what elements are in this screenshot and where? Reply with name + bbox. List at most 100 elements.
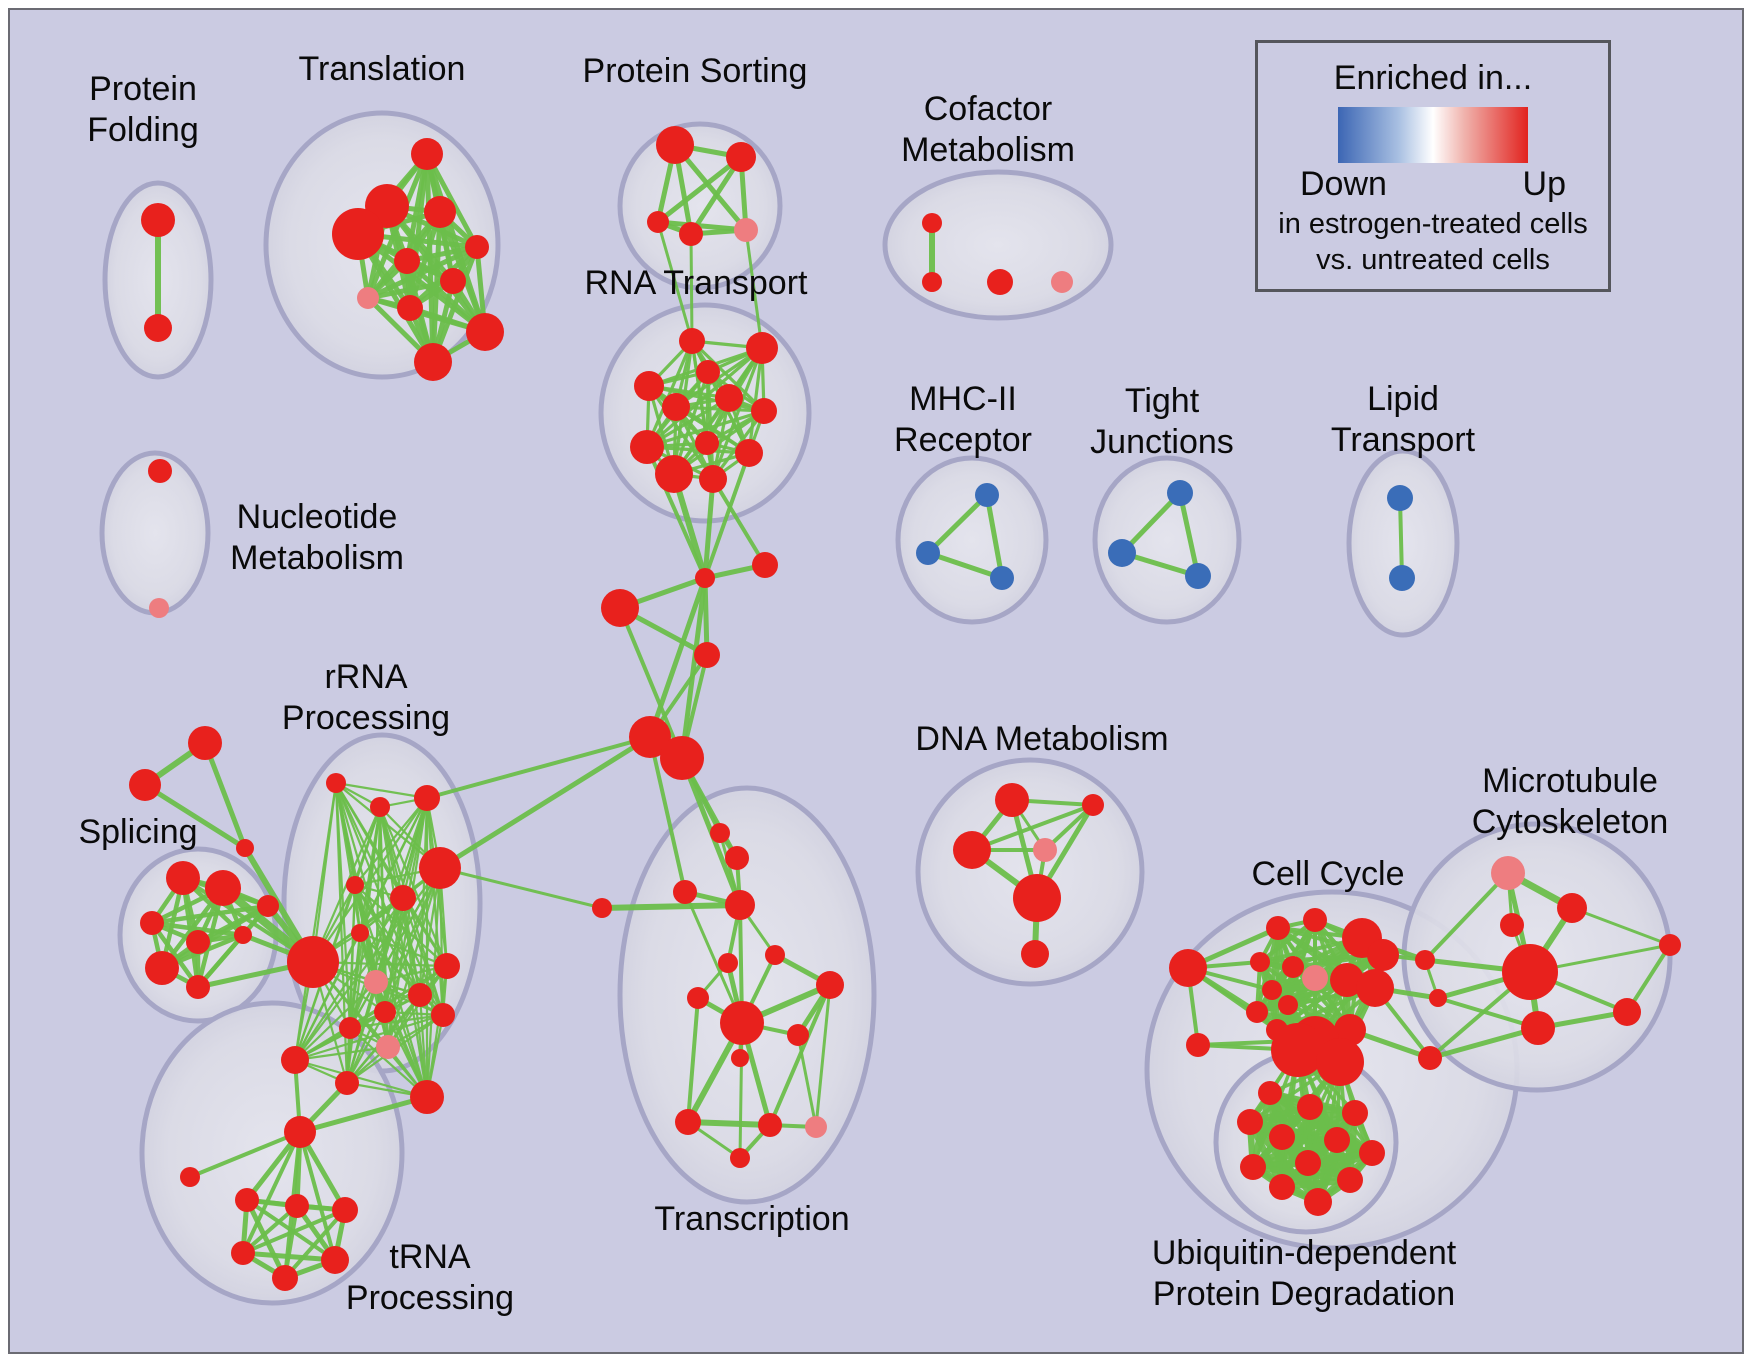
geneset-node[interactable]	[695, 568, 715, 588]
geneset-node[interactable]	[281, 1046, 309, 1074]
geneset-node[interactable]	[1269, 1124, 1295, 1150]
geneset-node[interactable]	[414, 785, 440, 811]
geneset-node[interactable]	[1418, 1046, 1442, 1070]
geneset-node[interactable]	[465, 235, 489, 259]
geneset-node[interactable]	[1262, 980, 1282, 1000]
geneset-node[interactable]	[144, 314, 172, 342]
geneset-node[interactable]	[922, 272, 942, 292]
geneset-node[interactable]	[390, 885, 416, 911]
geneset-node[interactable]	[332, 208, 384, 260]
geneset-node[interactable]	[718, 953, 738, 973]
geneset-node[interactable]	[725, 846, 749, 870]
geneset-node[interactable]	[694, 642, 720, 668]
geneset-node[interactable]	[696, 360, 720, 384]
geneset-node[interactable]	[434, 953, 460, 979]
geneset-node[interactable]	[1356, 969, 1394, 1007]
geneset-node[interactable]	[180, 1167, 200, 1187]
geneset-node[interactable]	[1237, 1109, 1263, 1135]
geneset-node[interactable]	[1282, 956, 1304, 978]
geneset-node[interactable]	[746, 332, 778, 364]
geneset-node[interactable]	[916, 541, 940, 565]
geneset-node[interactable]	[660, 736, 704, 780]
geneset-node[interactable]	[634, 371, 664, 401]
geneset-node[interactable]	[787, 1024, 809, 1046]
geneset-node[interactable]	[601, 589, 639, 627]
geneset-node[interactable]	[1415, 950, 1435, 970]
geneset-node[interactable]	[394, 248, 420, 274]
geneset-node[interactable]	[141, 203, 175, 237]
geneset-node[interactable]	[257, 895, 279, 917]
geneset-node[interactable]	[188, 726, 222, 760]
geneset-node[interactable]	[1269, 1174, 1295, 1200]
geneset-node[interactable]	[922, 213, 942, 233]
geneset-node[interactable]	[364, 970, 388, 994]
geneset-node[interactable]	[186, 930, 210, 954]
geneset-node[interactable]	[1169, 949, 1207, 987]
geneset-node[interactable]	[726, 142, 756, 172]
geneset-node[interactable]	[720, 1001, 764, 1045]
geneset-node[interactable]	[1250, 952, 1270, 972]
geneset-node[interactable]	[1491, 856, 1525, 890]
geneset-node[interactable]	[1082, 794, 1104, 816]
geneset-node[interactable]	[953, 831, 991, 869]
geneset-node[interactable]	[466, 313, 504, 351]
geneset-node[interactable]	[1185, 563, 1211, 589]
geneset-node[interactable]	[1013, 874, 1061, 922]
geneset-node[interactable]	[1367, 939, 1399, 971]
geneset-node[interactable]	[1167, 480, 1193, 506]
geneset-node[interactable]	[679, 222, 703, 246]
geneset-node[interactable]	[1389, 565, 1415, 591]
geneset-node[interactable]	[287, 936, 339, 988]
geneset-node[interactable]	[765, 945, 785, 965]
geneset-node[interactable]	[699, 465, 727, 493]
geneset-node[interactable]	[629, 716, 671, 758]
geneset-node[interactable]	[655, 455, 693, 493]
geneset-node[interactable]	[735, 439, 763, 467]
geneset-node[interactable]	[1297, 1094, 1323, 1120]
geneset-node[interactable]	[758, 1113, 782, 1137]
geneset-node[interactable]	[1557, 893, 1587, 923]
geneset-node[interactable]	[751, 398, 777, 424]
geneset-node[interactable]	[351, 924, 369, 942]
geneset-node[interactable]	[1108, 539, 1136, 567]
geneset-node[interactable]	[376, 1035, 400, 1059]
geneset-node[interactable]	[715, 384, 743, 412]
geneset-node[interactable]	[995, 783, 1029, 817]
geneset-node[interactable]	[816, 971, 844, 999]
geneset-node[interactable]	[321, 1246, 349, 1274]
geneset-node[interactable]	[235, 1188, 259, 1212]
geneset-node[interactable]	[1613, 998, 1641, 1026]
geneset-node[interactable]	[1186, 1033, 1210, 1057]
geneset-node[interactable]	[675, 1109, 701, 1135]
geneset-node[interactable]	[231, 1241, 255, 1265]
geneset-node[interactable]	[1033, 838, 1057, 862]
geneset-node[interactable]	[140, 911, 164, 935]
geneset-node[interactable]	[1304, 1188, 1332, 1216]
geneset-node[interactable]	[734, 218, 758, 242]
geneset-node[interactable]	[1334, 1014, 1366, 1046]
geneset-node[interactable]	[148, 459, 172, 483]
geneset-node[interactable]	[630, 430, 664, 464]
geneset-node[interactable]	[987, 269, 1013, 295]
geneset-node[interactable]	[695, 431, 719, 455]
geneset-node[interactable]	[166, 861, 200, 895]
geneset-node[interactable]	[990, 566, 1014, 590]
geneset-node[interactable]	[1295, 1150, 1321, 1176]
geneset-node[interactable]	[1303, 908, 1327, 932]
geneset-node[interactable]	[1500, 913, 1524, 937]
geneset-node[interactable]	[975, 483, 999, 507]
geneset-node[interactable]	[129, 769, 161, 801]
geneset-node[interactable]	[1337, 1167, 1363, 1193]
geneset-node[interactable]	[272, 1265, 298, 1291]
geneset-node[interactable]	[408, 983, 432, 1007]
geneset-node[interactable]	[673, 880, 697, 904]
geneset-node[interactable]	[1258, 1081, 1282, 1105]
geneset-node[interactable]	[335, 1071, 359, 1095]
geneset-node[interactable]	[1302, 965, 1328, 991]
geneset-node[interactable]	[236, 839, 254, 857]
geneset-node[interactable]	[440, 268, 466, 294]
geneset-node[interactable]	[1521, 1011, 1555, 1045]
geneset-node[interactable]	[1271, 1023, 1325, 1077]
geneset-node[interactable]	[656, 126, 694, 164]
geneset-node[interactable]	[752, 552, 778, 578]
